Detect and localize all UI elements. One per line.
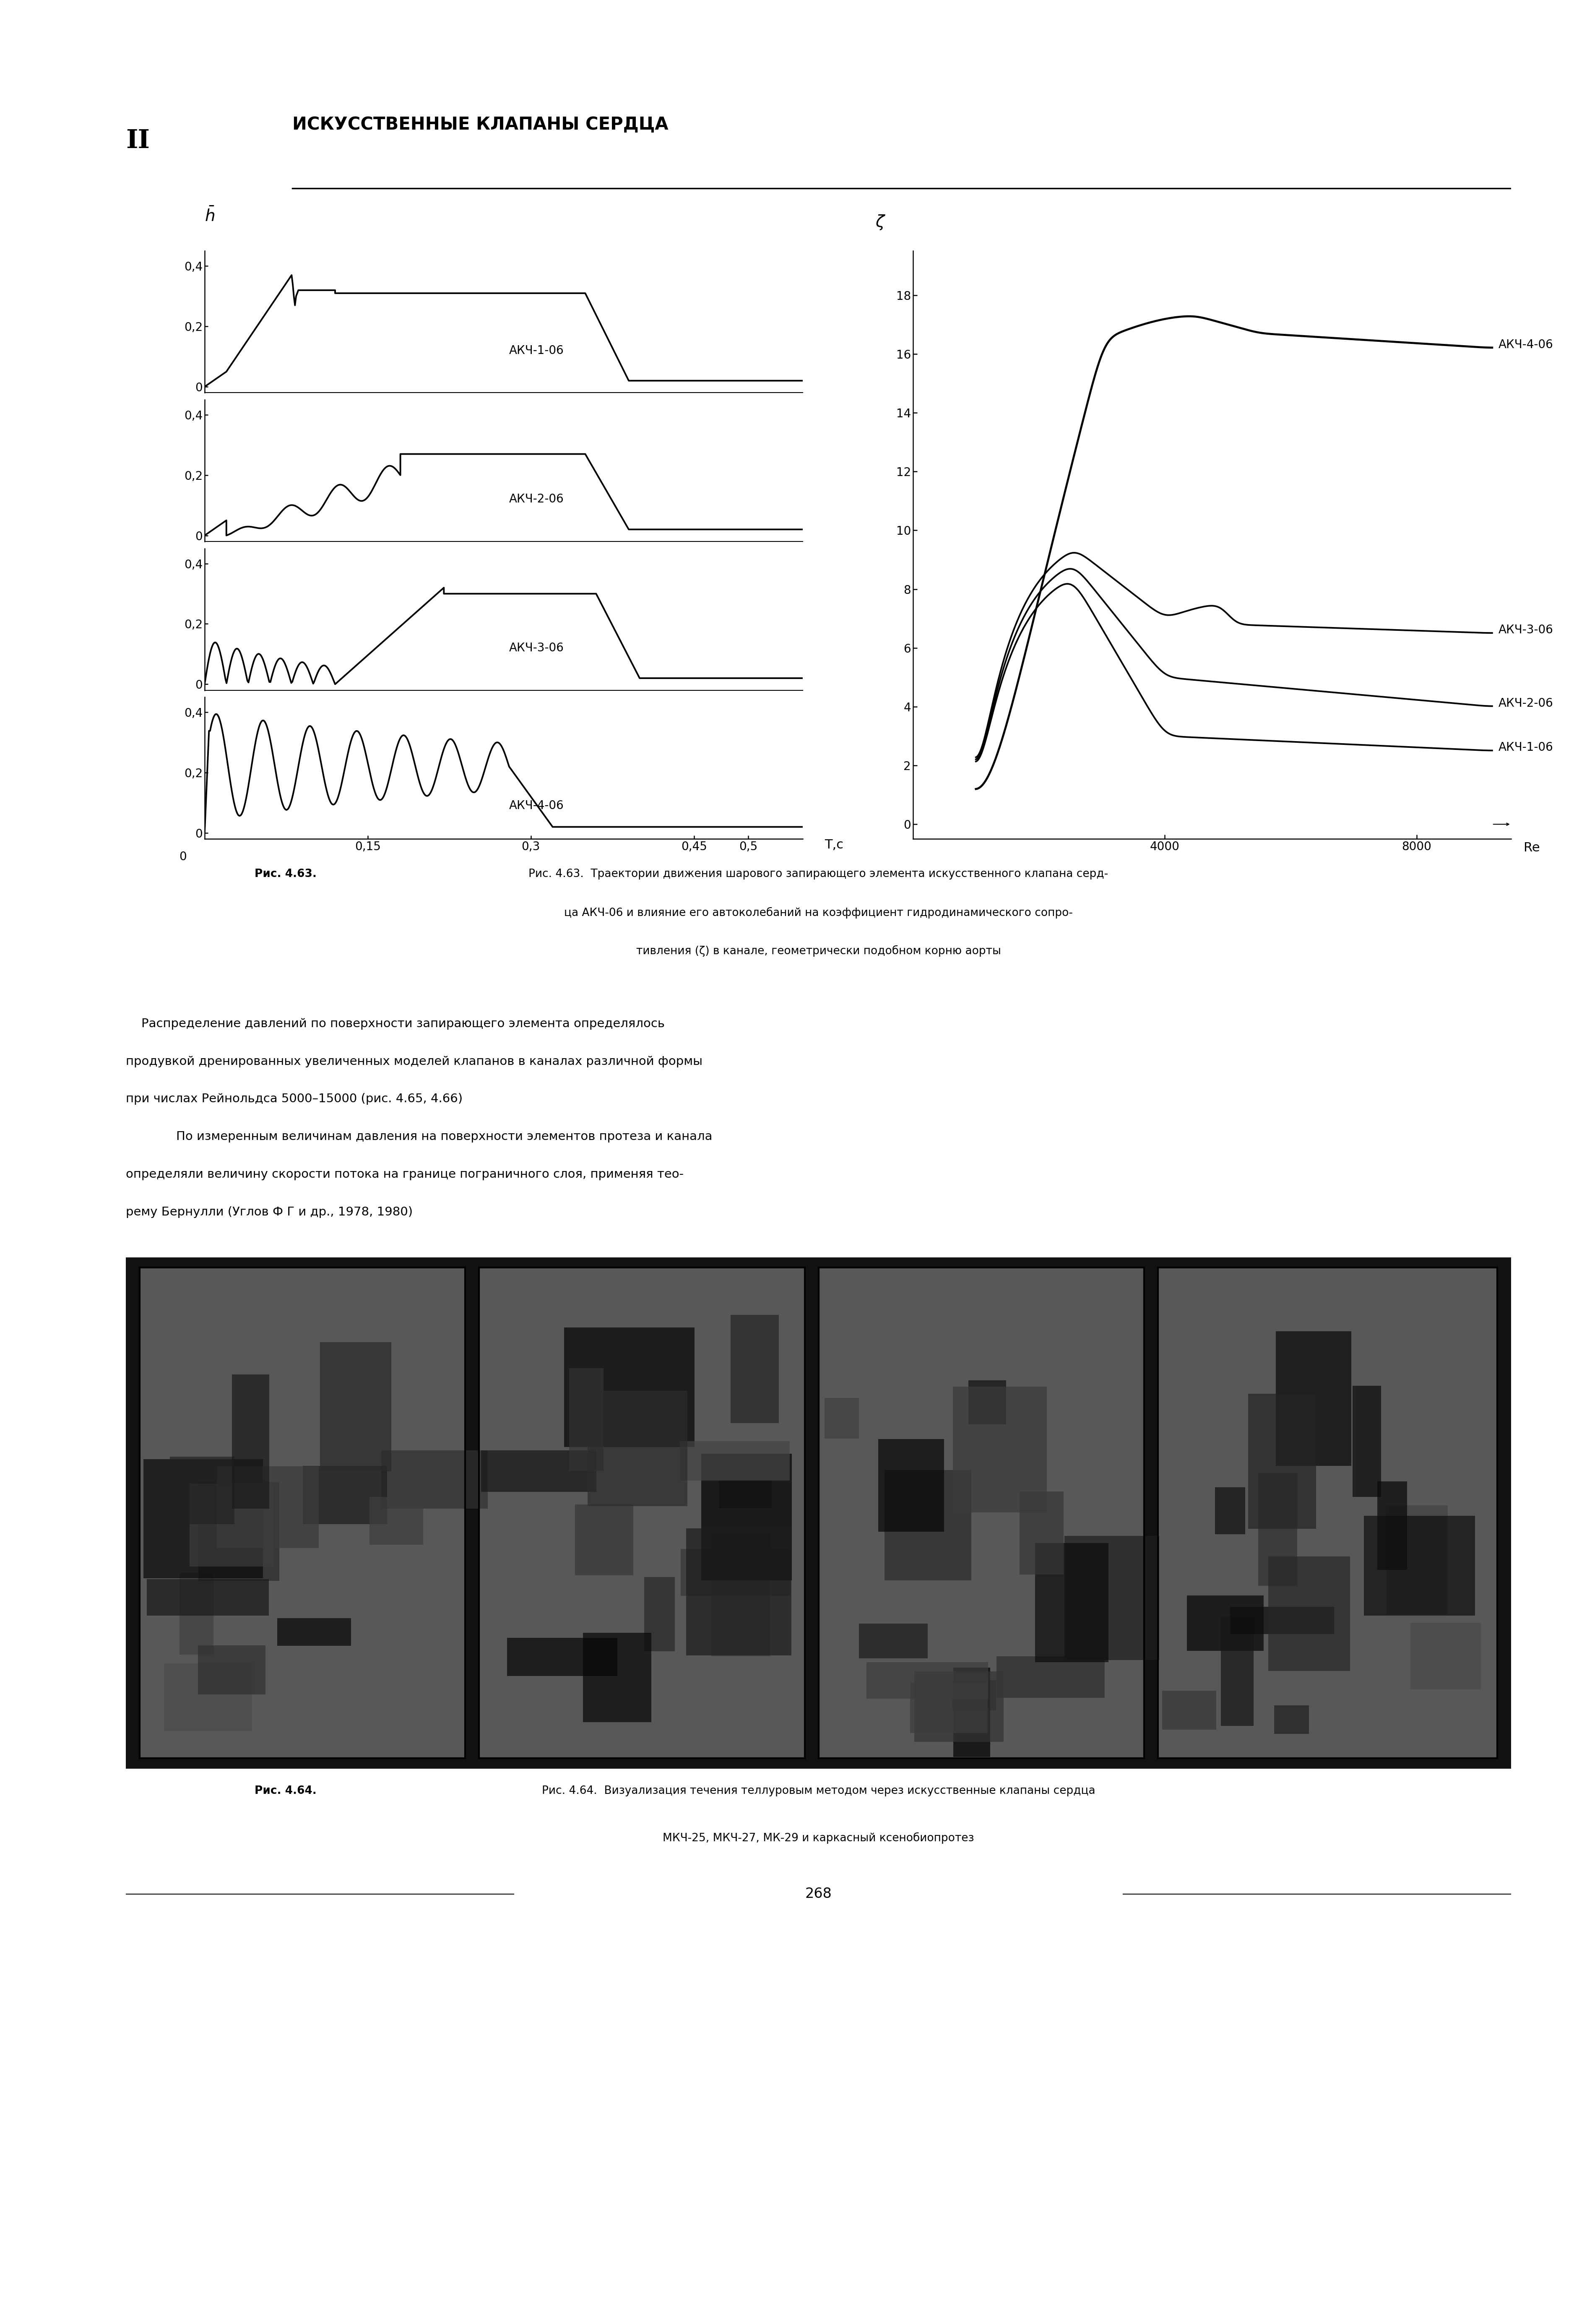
Text: $\bar{h}$: $\bar{h}$ xyxy=(205,207,214,225)
Bar xyxy=(954,1669,990,1757)
Bar xyxy=(996,1657,1105,1699)
Bar xyxy=(1273,1706,1310,1734)
Bar xyxy=(1248,1394,1316,1529)
Bar xyxy=(878,1439,944,1532)
Bar xyxy=(320,1343,392,1471)
Text: Рис. 4.64.: Рис. 4.64. xyxy=(255,1785,316,1796)
Bar xyxy=(277,1618,351,1645)
Bar xyxy=(686,1529,792,1655)
Bar xyxy=(563,1327,694,1448)
Bar xyxy=(952,1387,1047,1513)
Bar xyxy=(818,1267,1144,1759)
Bar xyxy=(702,1455,792,1580)
Bar xyxy=(910,1683,988,1734)
Bar xyxy=(680,1441,790,1480)
Bar xyxy=(143,1459,263,1578)
Bar xyxy=(1187,1594,1264,1650)
Bar xyxy=(582,1634,652,1722)
Bar xyxy=(478,1267,804,1759)
Bar xyxy=(1387,1506,1448,1615)
Bar xyxy=(730,1315,779,1422)
Text: АКЧ-3-06: АКЧ-3-06 xyxy=(1498,625,1554,637)
Bar xyxy=(825,1399,859,1439)
Text: при числах Рейнольдса 5000–15000 (рис. 4.65, 4.66): при числах Рейнольдса 5000–15000 (рис. 4… xyxy=(126,1092,463,1104)
Bar xyxy=(866,1662,988,1699)
Bar xyxy=(1221,1615,1253,1727)
Text: определяли величину скорости потока на границе пограничного слоя, применяя тео-: определяли величину скорости потока на г… xyxy=(126,1169,683,1181)
Bar xyxy=(302,1466,387,1525)
Bar xyxy=(198,1483,279,1580)
Bar xyxy=(482,1450,597,1492)
Bar xyxy=(1410,1622,1481,1690)
Text: ца АКЧ-06 и влияние его автоколебаний на коэффициент гидродинамического сопро-: ца АКЧ-06 и влияние его автоколебаний на… xyxy=(563,906,1073,918)
Text: 0: 0 xyxy=(179,851,187,862)
Bar xyxy=(711,1532,770,1657)
Bar xyxy=(587,1392,688,1506)
Bar xyxy=(140,1267,466,1759)
Bar xyxy=(1269,1557,1350,1671)
Text: Рис. 4.63.  Траектории движения шарового запирающего элемента искусственного кла: Рис. 4.63. Траектории движения шарового … xyxy=(529,869,1108,878)
Bar xyxy=(885,1471,971,1580)
Bar xyxy=(170,1457,235,1525)
Text: T,c: T,c xyxy=(825,839,844,851)
Bar xyxy=(1020,1492,1064,1576)
Bar xyxy=(1215,1487,1245,1534)
Bar xyxy=(968,1380,1006,1425)
Bar xyxy=(682,1548,790,1597)
Text: АКЧ-4-06: АКЧ-4-06 xyxy=(508,799,563,811)
Bar xyxy=(478,1267,804,1759)
Bar xyxy=(140,1267,466,1759)
Bar xyxy=(1277,1332,1352,1466)
Bar xyxy=(164,1664,252,1731)
Text: 268: 268 xyxy=(806,1887,831,1901)
Text: ζ: ζ xyxy=(875,214,885,230)
Text: Re: Re xyxy=(1524,841,1539,853)
Bar xyxy=(198,1645,266,1694)
Text: АКЧ-1-06: АКЧ-1-06 xyxy=(1498,741,1554,753)
Text: АКЧ-2-06: АКЧ-2-06 xyxy=(508,493,563,504)
Text: II: II xyxy=(126,128,150,153)
Bar xyxy=(370,1497,423,1545)
Text: Рис. 4.63.: Рис. 4.63. xyxy=(255,869,316,878)
Text: АКЧ-2-06: АКЧ-2-06 xyxy=(1498,697,1554,709)
Bar xyxy=(914,1671,1004,1743)
Text: МКЧ-25, МКЧ-27, МК-29 и каркасный ксенобиопротез: МКЧ-25, МКЧ-27, МК-29 и каркасный ксеноб… xyxy=(663,1831,974,1843)
Bar xyxy=(575,1504,633,1576)
Bar xyxy=(644,1578,675,1652)
Text: Рис. 4.64.  Визуализация течения теллуровым методом через искусственные клапаны : Рис. 4.64. Визуализация течения теллуров… xyxy=(541,1785,1096,1796)
Bar xyxy=(1036,1543,1108,1662)
Bar xyxy=(146,1578,269,1615)
Bar xyxy=(952,1680,996,1710)
Text: ИСКУССТВЕННЫЕ КЛАПАНЫ СЕРДЦА: ИСКУССТВЕННЫЕ КЛАПАНЫ СЕРДЦА xyxy=(293,116,669,132)
Bar xyxy=(1158,1267,1497,1759)
Bar xyxy=(719,1480,771,1508)
Bar xyxy=(1162,1692,1217,1729)
Text: тивления (ζ) в канале, геометрически подобном корню аорты: тивления (ζ) в канале, геометрически под… xyxy=(636,946,1001,957)
Bar xyxy=(190,1483,274,1566)
Bar xyxy=(381,1450,488,1508)
Text: продувкой дренированных увеличенных моделей клапанов в каналах различной формы: продувкой дренированных увеличенных моде… xyxy=(126,1055,702,1067)
Bar xyxy=(217,1466,320,1548)
Bar xyxy=(1377,1480,1407,1571)
Bar xyxy=(818,1267,1144,1759)
Text: АКЧ-4-06: АКЧ-4-06 xyxy=(1498,339,1554,351)
Text: Распределение давлений по поверхности запирающего элемента определялось: Распределение давлений по поверхности за… xyxy=(126,1018,664,1030)
Bar xyxy=(1363,1515,1475,1615)
Text: АКЧ-3-06: АКЧ-3-06 xyxy=(508,641,563,653)
Bar xyxy=(179,1573,214,1655)
Text: рему Бернулли (Углов Ф Г и др., 1978, 1980): рему Бернулли (Углов Ф Г и др., 1978, 19… xyxy=(126,1206,412,1218)
Bar xyxy=(1064,1536,1160,1659)
Bar xyxy=(507,1638,617,1676)
Bar xyxy=(231,1373,269,1508)
Bar xyxy=(1158,1267,1497,1759)
Bar xyxy=(1258,1473,1297,1585)
Bar xyxy=(570,1369,603,1471)
Bar xyxy=(1229,1606,1335,1634)
Bar xyxy=(1352,1385,1380,1497)
Bar xyxy=(859,1624,927,1659)
Text: АКЧ-1-06: АКЧ-1-06 xyxy=(508,344,563,356)
Text: По измеренным величинам давления на поверхности элементов протеза и канала: По измеренным величинам давления на пове… xyxy=(161,1132,713,1143)
